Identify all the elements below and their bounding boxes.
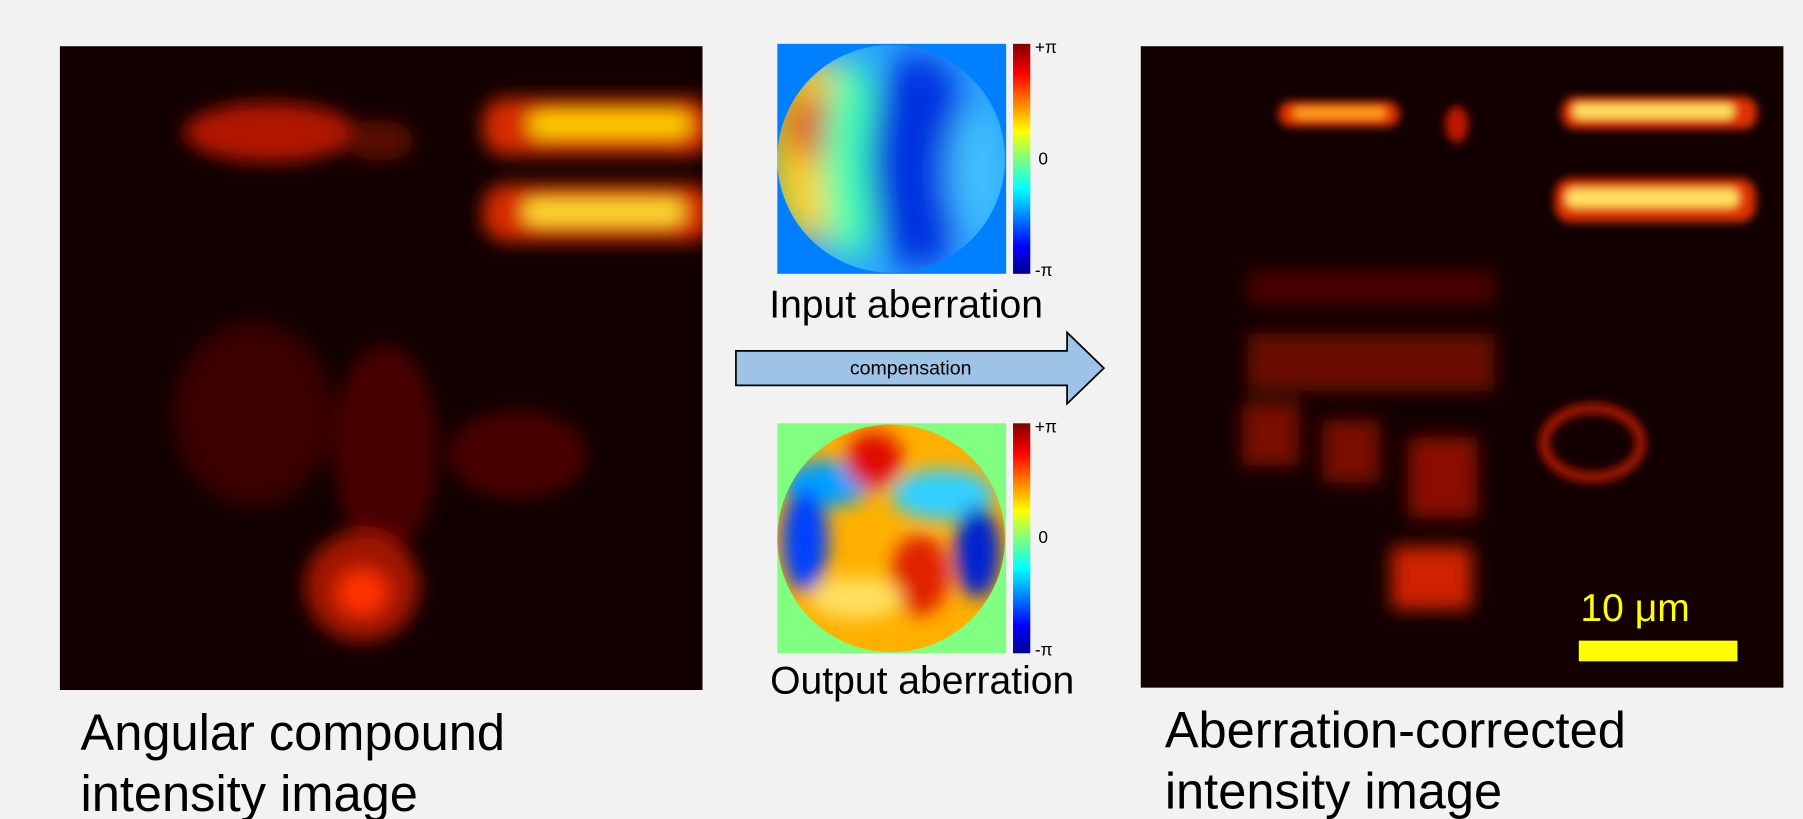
colorbar-label: +π xyxy=(1035,37,1057,57)
output-label: Output aberration xyxy=(770,660,1074,703)
colorbar-label: 0 xyxy=(1038,527,1048,547)
colorbar xyxy=(1013,423,1030,653)
left-image xyxy=(60,46,713,690)
colorbar-label: +π xyxy=(1035,416,1057,436)
right-image: 10 μm xyxy=(1141,46,1784,688)
colorbar-label: -π xyxy=(1035,260,1053,280)
colorbar-label: 0 xyxy=(1038,149,1048,169)
right-caption: Aberration-corrected xyxy=(1165,702,1626,759)
output-phase-map: +π 0 -π xyxy=(777,416,1057,659)
scale-bar-label: 10 μm xyxy=(1580,587,1689,630)
arrow-label: compensation xyxy=(850,357,972,379)
input-label: Input aberration xyxy=(769,284,1043,327)
input-phase-map: +π 0 -π xyxy=(770,37,1057,280)
right-caption: intensity image xyxy=(1165,763,1502,819)
figure: +π 0 -π Input aberration compensation +π… xyxy=(0,0,1803,819)
page: +π 0 -π Input aberration compensation +π… xyxy=(0,0,1803,819)
left-caption: Angular compound xyxy=(80,704,505,761)
colorbar-label: -π xyxy=(1035,640,1053,660)
colorbar xyxy=(1013,44,1030,274)
left-caption: intensity image xyxy=(80,765,417,819)
scale-bar xyxy=(1579,641,1738,662)
